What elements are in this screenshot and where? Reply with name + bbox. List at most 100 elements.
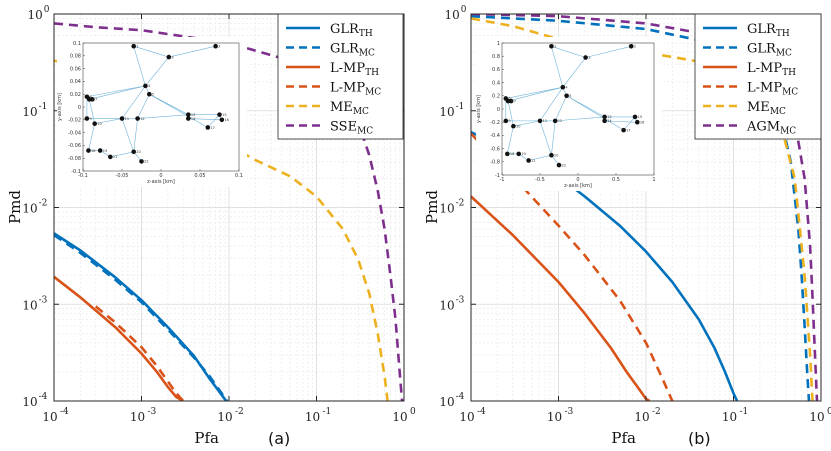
network-edge (94, 118, 123, 124)
inset-y-tick-label: 0.2 (492, 94, 500, 100)
network-edge (528, 154, 552, 161)
inset-x-tick-label: -0.05 (116, 173, 129, 179)
y-tick-label: 10 (439, 105, 454, 119)
network-node-label: 3 (588, 56, 590, 60)
inset-y-tick-label: 0 (497, 107, 500, 113)
network-edge (121, 118, 134, 152)
network-edge (149, 93, 208, 128)
network-node (147, 91, 152, 97)
network-node-label: 14 (191, 117, 196, 121)
plot-panel-a: 10 -4 10 -3 10 -2 10 -1 10 010 -410 -310 -210 -110 0Pf… (6, 5, 416, 448)
network-node-label: 10 (97, 122, 101, 126)
x-tick-exponent: 0 (827, 407, 831, 417)
network-node-label: 13 (607, 115, 611, 119)
network-node-label: 15 (638, 115, 642, 119)
inset-y-tick-label: -0.06 (68, 143, 81, 149)
x-tick-label: 10 (547, 410, 562, 424)
network-node-label: 1 (136, 45, 138, 49)
network-node-label: 6 (90, 95, 92, 99)
network-node-label: 17 (626, 128, 630, 132)
network-node (511, 123, 516, 129)
network-node (131, 149, 136, 155)
y-tick-exponent: -3 (456, 295, 465, 305)
panel-label: (b) (688, 429, 711, 448)
network-edge (585, 46, 632, 58)
network-node (552, 118, 558, 124)
y-tick-exponent: -1 (456, 102, 465, 112)
x-tick-exponent: -2 (652, 407, 661, 417)
network-node-label: 4 (565, 86, 568, 90)
x-tick-label: 10 (459, 410, 474, 424)
x-axis-label: Pfa (194, 429, 219, 447)
y-tick-exponent: 0 (461, 5, 467, 15)
series-line-lmp-th (54, 275, 184, 401)
y-tick-label: 10 (22, 105, 37, 119)
network-edge (554, 95, 567, 122)
inset-y-tick-label: 0.02 (70, 92, 81, 98)
network-node-label: 6 (508, 97, 510, 101)
network-node-label: 4 (148, 84, 151, 88)
network-node (564, 93, 569, 99)
network-node (632, 114, 638, 120)
inset-x-tick-label: 0.5 (612, 177, 620, 183)
inset-x-tick-label: -1 (500, 177, 505, 183)
network-edge (539, 87, 564, 122)
inset-y-tick-label: 0.08 (70, 54, 81, 60)
inset-network-plot: -0.1 -0.05 0 0.05 0.1 0.1 0.08 0.06 0.04 0.02 0 -0.… (57, 37, 247, 187)
network-node (186, 116, 191, 121)
network-node (583, 55, 588, 60)
y-tick-label: 10 (439, 202, 454, 216)
network-node-label: 8 (92, 98, 94, 102)
inset-y-tick-label: 0.06 (70, 66, 81, 72)
network-edge (551, 120, 556, 156)
network-node-label: 19 (103, 149, 107, 153)
inset-y-tick-label: -0.04 (68, 130, 81, 136)
y-axis-label: Pmd (6, 190, 24, 224)
network-node (86, 97, 92, 102)
network-edge (207, 114, 220, 128)
network-edge (88, 99, 95, 124)
legend-subscript: MC (353, 107, 369, 117)
network-node-label: 21 (113, 155, 117, 159)
network-node (549, 152, 554, 158)
legend-subscript: MC (357, 127, 373, 137)
network-edge (137, 94, 150, 119)
network-node (108, 154, 113, 160)
x-tick-exponent: -2 (235, 407, 244, 417)
x-tick-label: 10 (722, 410, 737, 424)
network-node (166, 54, 172, 60)
y-tick-label: 10 (22, 202, 37, 216)
network-node (621, 127, 626, 133)
network-node-label: 20 (136, 150, 140, 154)
network-node-label: 11 (125, 117, 129, 121)
x-tick-label: 10 (217, 410, 232, 424)
y-tick-exponent: -1 (39, 102, 48, 112)
legend-subscript: MC (776, 49, 792, 59)
network-edge (86, 85, 146, 98)
y-tick-exponent: -4 (39, 392, 48, 402)
series-line-glr-mc (54, 233, 229, 401)
network-node (526, 158, 531, 163)
inset-y-tick-label: -0.4 (490, 133, 500, 139)
network-node (213, 43, 218, 49)
network-node (119, 116, 125, 121)
tick-labels: 10 -4 10 -3 10 -2 10 -1 10 010 -410 -310 -210 -110 0 (439, 5, 831, 424)
inset-y-label: y-axis [km] (476, 95, 482, 123)
network-node (628, 44, 634, 49)
legend-subscript: TH (359, 29, 373, 39)
inset-y-tick-label: -0.2 (490, 120, 500, 126)
network-edge (133, 118, 138, 152)
x-tick-label: 10 (809, 410, 824, 424)
network-node (84, 116, 90, 121)
inset-x-label: z-axis [km] (147, 179, 175, 185)
network-node-label: 17 (210, 126, 214, 130)
network-edge (555, 116, 605, 122)
network-node (97, 148, 103, 153)
network-node-label: 19 (521, 152, 525, 156)
inset-y-tick-label: 1 (497, 41, 500, 47)
network-edge (507, 126, 514, 154)
network-node-label: 15 (222, 113, 226, 117)
y-tick-exponent: -2 (456, 199, 465, 209)
